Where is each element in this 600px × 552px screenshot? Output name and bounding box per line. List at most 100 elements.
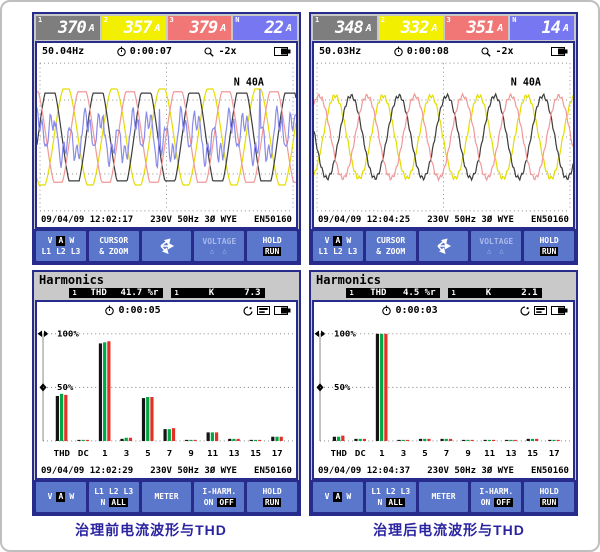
screen-title: Harmonics xyxy=(316,273,382,287)
caption-before: 治理前电流波形与THD xyxy=(75,522,227,538)
neutral-current-value: 22 xyxy=(264,18,284,38)
iharm-label: I-HARM. xyxy=(202,486,237,496)
softkey-hold-run[interactable]: HOLD RUN xyxy=(247,482,297,512)
phase3-marker: 3 xyxy=(169,16,174,24)
neutral-option: N xyxy=(377,497,383,507)
phase2-current-reading: 2 357 A xyxy=(101,16,166,40)
zoom-level: -2x xyxy=(218,46,237,57)
softkey-vaw[interactable]: V A W xyxy=(36,482,86,512)
branch-arrows-icon xyxy=(160,238,175,255)
meter-label: METER xyxy=(154,492,179,502)
cursor-label: CURSOR xyxy=(376,235,406,245)
softkey-hold-run[interactable]: HOLD RUN xyxy=(247,231,297,261)
phase-option: L3 xyxy=(400,486,411,496)
status-row: 50.03Hz 0:00:08 -2x xyxy=(314,43,573,60)
svg-text:15: 15 xyxy=(527,449,538,459)
frequency-readout: 50.04Hz xyxy=(42,46,85,57)
vaw-option: W xyxy=(346,235,352,245)
softkey-bar: V A W L1 L2 L3 N ALL METER xyxy=(34,480,299,514)
softkey-cursor-zoom[interactable]: CURSOR & ZOOM xyxy=(88,231,139,261)
vaw-option: A xyxy=(56,235,66,246)
run-indicator: RUN xyxy=(539,246,559,257)
phase3-current-reading: 3 379 A xyxy=(167,16,232,40)
elapsed-timer: 0:00:05 xyxy=(118,305,161,316)
datetime-readout: 09/04/09 12:04:37 xyxy=(318,466,411,476)
phase-readings-row: 1 348 A 2 332 A 3 351 A N 14 A xyxy=(311,14,576,41)
kfactor-value: 2.1 xyxy=(521,288,538,298)
probe-icon xyxy=(520,305,530,316)
phase2-marker: 2 xyxy=(103,16,108,24)
softkey-voltage[interactable]: VOLTAGE △ △ xyxy=(471,231,522,261)
softkey-vaw-phase-select[interactable]: V A W L1 L2 L3 xyxy=(36,231,86,261)
iharm-label: I-HARM. xyxy=(479,486,514,496)
softkey-cursor-zoom[interactable]: CURSOR & ZOOM xyxy=(365,231,416,261)
off-option: OFF xyxy=(217,497,236,508)
phase2-current-value: 357 xyxy=(123,18,153,38)
on-option: ON xyxy=(480,497,491,507)
all-option: ALL xyxy=(109,497,128,508)
phase-readings-row: 1 370 A 2 357 A 3 379 A N 22 A xyxy=(34,14,299,41)
softkey-hold-run[interactable]: HOLD RUN xyxy=(524,231,574,261)
kfactor-readout: 1 K 7.3 xyxy=(170,288,265,298)
phase-option: L1 xyxy=(371,486,381,496)
cursor-label: CURSOR xyxy=(99,235,129,245)
screen-after-harmonics: Harmonics 1 THD 4.5 %r 1 K 2.1 0:00:03 xyxy=(309,270,578,516)
neutral-current-value: 14 xyxy=(541,18,561,38)
neutral-marker: N xyxy=(512,16,517,24)
phase2-current-unit: A xyxy=(154,22,161,34)
softkey-vaw[interactable]: V A W xyxy=(313,482,363,512)
softkey-iharm[interactable]: I-HARM. ON OFF xyxy=(471,482,522,512)
svg-text:50%: 50% xyxy=(57,383,74,393)
captions-row: 治理前电流波形与THD 治理后电流波形与THD xyxy=(2,520,598,540)
svg-text:7: 7 xyxy=(444,449,449,459)
softkey-meter[interactable]: METER xyxy=(141,482,192,512)
svg-text:DC: DC xyxy=(355,449,366,459)
softkey-vaw-phase-select[interactable]: V A W L1 L2 L3 xyxy=(313,231,363,261)
waveform-plot: N 40A xyxy=(314,62,573,212)
on-option: ON xyxy=(203,497,214,507)
phase1-current-unit: A xyxy=(365,22,372,34)
vaw-option: V xyxy=(47,492,53,502)
softkey-bar: V A W L1 L2 L3 CURSOR & ZOOM xyxy=(311,229,576,263)
phase3-current-unit: A xyxy=(220,22,227,34)
stopwatch-icon xyxy=(382,305,392,316)
datetime-readout: 09/04/09 12:04:25 xyxy=(318,215,411,225)
phase1-current-value: 348 xyxy=(335,18,364,38)
kfactor-readout: 1 K 2.1 xyxy=(447,288,542,298)
phase-option: L2 xyxy=(56,246,66,256)
voltage-triangle-icons: △ △ xyxy=(209,247,229,256)
svg-text:50%: 50% xyxy=(334,383,351,393)
softkey-iharm[interactable]: I-HARM. ON OFF xyxy=(194,482,245,512)
meter-label: METER xyxy=(431,492,456,502)
phase3-marker: 3 xyxy=(446,16,451,24)
info-row: 09/04/09 12:04:25 230V 50Hz 3Ø WYE EN501… xyxy=(314,214,573,227)
harmonics-display: 0:00:03 100% 50% THD DC 1 3 5 7 9 11 13 15 17 09/04/… xyxy=(312,300,575,480)
phase-option: L2 xyxy=(108,486,119,496)
softkey-phase-select[interactable]: L1 L2 L3 N ALL xyxy=(88,482,139,512)
softkey-phase-select[interactable]: L1 L2 L3 N ALL xyxy=(365,482,416,512)
waveform-plot: N 40A xyxy=(37,62,296,212)
line-config-readout: 230V 50Hz 3Ø WYE xyxy=(427,466,514,476)
status-row: 0:00:03 xyxy=(314,302,573,319)
softkey-voltage[interactable]: VOLTAGE △ △ xyxy=(194,231,245,261)
phase-option: L3 xyxy=(70,246,81,256)
softkey-phasor-view[interactable] xyxy=(141,231,192,261)
svg-text:100%: 100% xyxy=(57,330,80,340)
thd-value: 4.5 %r xyxy=(402,288,436,298)
neutral-current-reading: N 22 A xyxy=(233,16,297,40)
run-indicator: RUN xyxy=(262,497,282,508)
memory-card-icon xyxy=(257,306,270,315)
phase-option: L3 xyxy=(123,486,134,496)
svg-text:THD: THD xyxy=(331,449,347,459)
phase3-current-reading: 3 351 A xyxy=(444,16,509,40)
softkey-hold-run[interactable]: HOLD RUN xyxy=(524,482,574,512)
softkey-meter[interactable]: METER xyxy=(418,482,469,512)
memory-card-icon xyxy=(534,306,547,315)
standard-readout: EN50160 xyxy=(254,466,292,476)
svg-text:13: 13 xyxy=(506,449,517,459)
phase2-current-unit: A xyxy=(431,22,438,34)
magnifier-icon xyxy=(204,46,215,57)
thd-marker: 1 xyxy=(349,289,354,297)
softkey-phasor-view[interactable] xyxy=(418,231,469,261)
vaw-option: W xyxy=(69,235,75,245)
